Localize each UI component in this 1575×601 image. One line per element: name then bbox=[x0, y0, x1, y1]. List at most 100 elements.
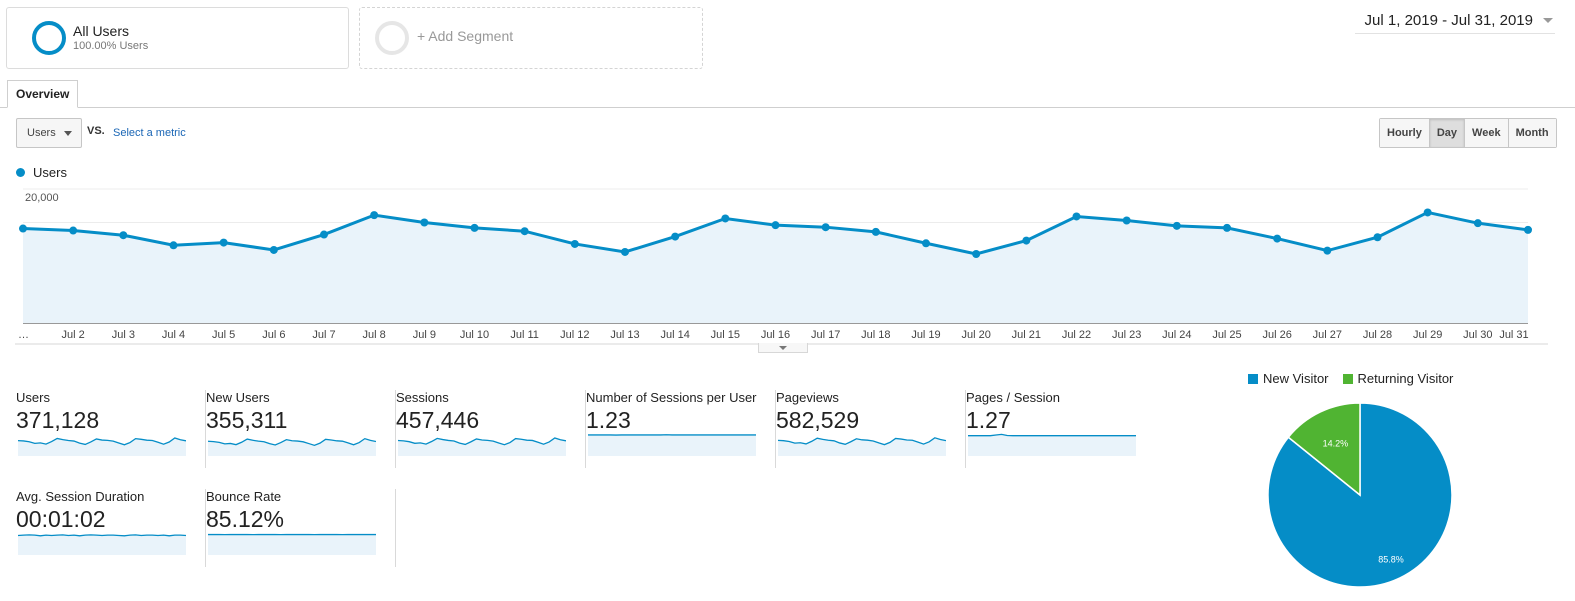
x-tick-label: Jul 20 bbox=[961, 329, 990, 341]
data-point bbox=[370, 211, 379, 220]
select-metric-link[interactable]: Select a metric bbox=[113, 127, 186, 139]
data-point bbox=[771, 221, 780, 230]
segment-ring-icon bbox=[32, 21, 66, 55]
scorecard-sparkline bbox=[18, 437, 186, 456]
scorecard-sparkline bbox=[208, 533, 376, 555]
scorecard[interactable]: New Users 355,311 bbox=[206, 390, 396, 468]
data-point bbox=[470, 223, 479, 232]
sparkline-line bbox=[208, 437, 376, 446]
data-point bbox=[1122, 216, 1131, 225]
pie-legend-returning: Returning Visitor bbox=[1342, 371, 1453, 386]
granularity-month-button[interactable]: Month bbox=[1507, 119, 1556, 147]
granularity-day-button[interactable]: Day bbox=[1428, 119, 1465, 147]
data-point bbox=[721, 214, 730, 223]
sparkline-line bbox=[18, 437, 186, 446]
x-tick-label: Jul 13 bbox=[610, 329, 639, 341]
date-range-picker[interactable]: Jul 1, 2019 - Jul 31, 2019 bbox=[1355, 10, 1555, 34]
data-point bbox=[621, 247, 629, 256]
segment-all-users[interactable]: All Users 100.00% Users bbox=[6, 7, 349, 69]
chevron-down-icon bbox=[1543, 18, 1553, 23]
scorecard-value: 355,311 bbox=[206, 407, 288, 433]
data-point bbox=[219, 238, 228, 247]
series-area bbox=[23, 212, 1528, 323]
x-tick-label: Jul 25 bbox=[1212, 329, 1241, 341]
data-point bbox=[269, 245, 278, 254]
scorecard-value: 457,446 bbox=[396, 407, 480, 433]
scorecard-value: 371,128 bbox=[16, 407, 100, 433]
scorecard-sparkline bbox=[208, 437, 376, 456]
pie-legend-new: New Visitor bbox=[1248, 371, 1329, 386]
x-tick-label: Jul 12 bbox=[560, 329, 589, 341]
x-tick-label: Jul 11 bbox=[510, 329, 539, 341]
scorecard-sparkline bbox=[18, 534, 186, 555]
sparkline-line bbox=[778, 437, 946, 446]
tab-overview[interactable]: Overview bbox=[7, 80, 79, 108]
pie-slice bbox=[1287, 402, 1361, 497]
pie-value-label: 14.2% bbox=[1323, 439, 1349, 449]
scorecard-value: 85.12% bbox=[206, 506, 285, 532]
visitor-type-pie-chart[interactable]: 85.8% 14.2% bbox=[1265, 400, 1455, 590]
x-tick-label: Jul 17 bbox=[811, 329, 840, 341]
scorecard-sparkline bbox=[968, 433, 1136, 456]
pie-legend: New Visitor Returning Visitor bbox=[1248, 371, 1453, 386]
data-point bbox=[570, 239, 579, 248]
sparkline-area bbox=[18, 534, 186, 555]
scorecard[interactable]: Avg. Session Duration 00:01:02 bbox=[16, 489, 206, 567]
sparkline-line bbox=[398, 437, 566, 446]
scorecard-label: Pages / Session bbox=[966, 390, 1060, 405]
data-point bbox=[972, 249, 981, 258]
x-tick-label: Jul 22 bbox=[1062, 329, 1091, 341]
x-tick-label: Jul 30 bbox=[1463, 329, 1492, 341]
scorecard-label: New Users bbox=[206, 390, 270, 405]
x-tick-label: Jul 28 bbox=[1363, 329, 1392, 341]
scorecard-label: Pageviews bbox=[776, 390, 839, 405]
data-point bbox=[169, 241, 178, 250]
scorecard[interactable]: Pages / Session 1.27 bbox=[966, 390, 1156, 468]
segment-placeholder-ring-icon bbox=[375, 21, 409, 55]
x-tick-label: Jul 14 bbox=[660, 329, 689, 341]
scorecard[interactable]: Sessions 457,446 bbox=[396, 390, 586, 468]
scorecard[interactable]: Number of Sessions per User 1.23 bbox=[586, 390, 776, 468]
x-tick-label: Jul 26 bbox=[1262, 329, 1291, 341]
granularity-week-button[interactable]: Week bbox=[1464, 119, 1508, 147]
granularity-hourly-button[interactable]: Hourly bbox=[1380, 119, 1429, 147]
add-segment-button[interactable]: + Add Segment bbox=[359, 7, 703, 69]
scorecard-value: 00:01:02 bbox=[16, 506, 106, 532]
x-tick-label: Jul 7 bbox=[312, 329, 335, 341]
pie-legend-new-label: New Visitor bbox=[1263, 371, 1329, 386]
scorecard-value: 1.23 bbox=[586, 407, 631, 433]
data-point bbox=[1223, 223, 1231, 232]
data-point bbox=[1524, 225, 1532, 234]
x-tick-label: Jul 15 bbox=[711, 329, 740, 341]
scorecard[interactable]: Pageviews 582,529 bbox=[776, 390, 966, 468]
sparkline-line bbox=[18, 534, 186, 537]
legend-swatch-icon bbox=[1248, 374, 1258, 384]
x-tick-label: Jul 24 bbox=[1162, 329, 1191, 341]
data-point bbox=[420, 218, 429, 227]
chart-collapse-toggle[interactable] bbox=[758, 343, 808, 353]
x-tick-label: Jul 9 bbox=[413, 329, 436, 341]
sparkline-area bbox=[208, 534, 376, 555]
scorecard-label: Bounce Rate bbox=[206, 489, 282, 504]
x-tick-label: … bbox=[18, 329, 29, 341]
sparkline-area bbox=[18, 438, 186, 456]
scorecard[interactable]: Users 371,128 bbox=[16, 390, 206, 468]
scorecard[interactable]: Bounce Rate 85.12% bbox=[206, 489, 396, 567]
data-point bbox=[821, 223, 830, 232]
data-point bbox=[1022, 236, 1031, 245]
chevron-down-icon bbox=[779, 346, 787, 350]
metric-dropdown-value: Users bbox=[27, 127, 56, 139]
x-tick-label: Jul 2 bbox=[62, 329, 85, 341]
x-tick-label: Jul 23 bbox=[1112, 329, 1141, 341]
scorecard-sparkline bbox=[398, 437, 566, 456]
pie-value-label: 85.8% bbox=[1378, 555, 1404, 565]
metric-dropdown[interactable]: Users bbox=[16, 118, 82, 148]
x-tick-label: Jul 4 bbox=[162, 329, 185, 341]
x-tick-label: Jul 16 bbox=[761, 329, 790, 341]
data-point bbox=[119, 231, 128, 240]
data-point bbox=[671, 232, 680, 241]
x-tick-label: Jul 5 bbox=[212, 329, 235, 341]
date-range-label: Jul 1, 2019 - Jul 31, 2019 bbox=[1364, 12, 1533, 29]
scorecard-value: 1.27 bbox=[966, 407, 1011, 433]
